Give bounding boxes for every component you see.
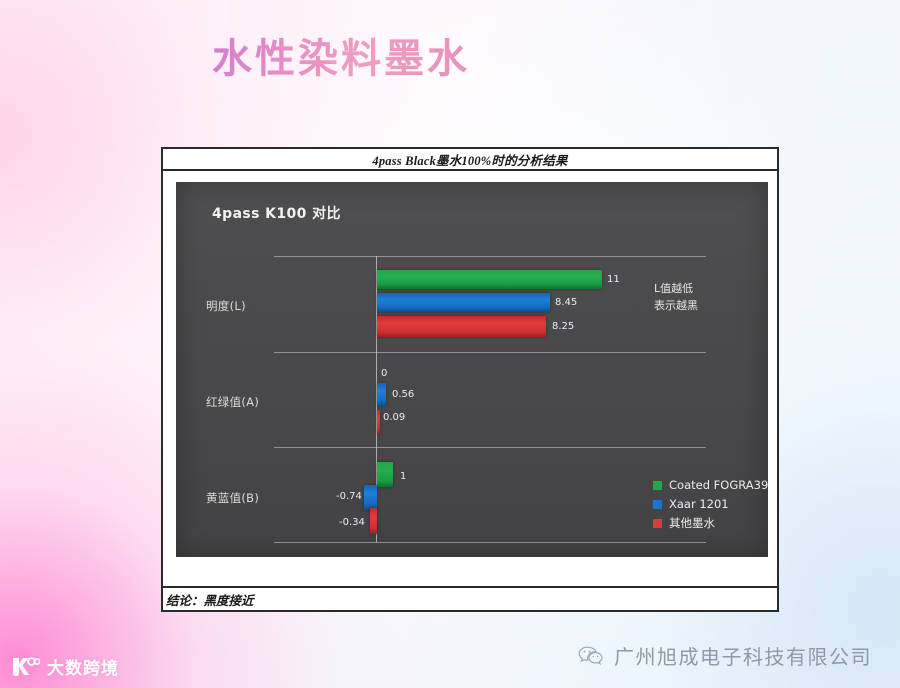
- legend-swatch-red-icon: [653, 518, 662, 528]
- bar-B-other-ink: [370, 508, 377, 534]
- figure-frame: 4pass Black墨水100%时的分析结果 4pass K100 对比 明度…: [161, 147, 779, 612]
- chart-plot-area: 明度(L) 红绿值(A) 黄蓝值(B) 11 8.45 8.25 0 0.56 …: [176, 182, 768, 557]
- bar-value-B-other-ink: -0.34: [339, 517, 365, 528]
- brand-name: 大数跨境: [47, 659, 119, 679]
- chart-title: 4pass K100 对比: [212, 206, 341, 222]
- page-title: 水性染料墨水: [212, 36, 470, 82]
- chart-annotation-line1: L值越低: [654, 282, 694, 295]
- bar-value-L-other-ink: 8.25: [552, 321, 575, 332]
- bar-value-A-coated-fogra39: 0: [381, 368, 388, 379]
- bar-value-B-coated-fogra39: 1: [400, 471, 407, 482]
- bar-value-L-coated-fogra39: 11: [607, 274, 620, 285]
- legend-item-0: Coated FOGRA39: [653, 478, 768, 492]
- legend-item-1: Xaar 1201: [653, 497, 768, 511]
- category-label-0: 明度(L): [206, 299, 246, 313]
- category-separator-2: [274, 447, 706, 448]
- legend-swatch-blue-icon: [653, 499, 662, 509]
- bar-value-A-other-ink: 0.09: [383, 412, 406, 423]
- legend-item-2: 其他墨水: [653, 516, 768, 530]
- bar-A-other-ink: [377, 410, 380, 434]
- brand-watermark: 大数跨境: [10, 654, 119, 679]
- k-logo-icon: [10, 656, 41, 678]
- legend-label-0: Coated FOGRA39: [669, 478, 768, 492]
- category-label-1: 红绿值(A): [206, 395, 260, 409]
- company-footer: 广州旭成电子科技有限公司: [578, 641, 872, 670]
- category-separator-top: [274, 256, 706, 257]
- legend-label-2: 其他墨水: [669, 516, 715, 530]
- chart-legend: Coated FOGRA39 Xaar 1201 其他墨水: [653, 478, 768, 535]
- figure-caption: 4pass Black墨水100%时的分析结果: [372, 153, 568, 168]
- bar-L-other-ink: [377, 316, 546, 337]
- zero-axis-line: [376, 256, 377, 542]
- figure-caption-bar: 4pass Black墨水100%时的分析结果: [163, 149, 777, 171]
- category-separator-bottom: [274, 542, 706, 543]
- figure-footer-note: 结论：黑度接近: [166, 593, 254, 608]
- company-name: 广州旭成电子科技有限公司: [614, 645, 872, 669]
- chart-annotation: L值越低 表示越黑: [654, 280, 698, 314]
- category-separator-1: [274, 352, 706, 353]
- bar-value-B-xaar-1201: -0.74: [336, 491, 362, 502]
- figure-footer-bar: 结论：黑度接近: [163, 586, 777, 610]
- wechat-icon: [578, 645, 604, 667]
- chart-panel: 4pass K100 对比 明度(L) 红绿值(A) 黄蓝值(B) 11 8.4…: [176, 182, 768, 557]
- bar-B-xaar-1201: [364, 485, 377, 510]
- bar-B-coated-fogra39: [377, 462, 393, 487]
- legend-label-1: Xaar 1201: [669, 497, 729, 511]
- legend-swatch-green-icon: [653, 480, 662, 490]
- category-label-2: 黄蓝值(B): [206, 491, 260, 505]
- bar-value-A-xaar-1201: 0.56: [392, 389, 415, 400]
- bar-L-xaar-1201: [377, 293, 550, 312]
- chart-annotation-line2: 表示越黑: [654, 299, 698, 313]
- bar-A-xaar-1201: [377, 383, 386, 406]
- bar-value-L-xaar-1201: 8.45: [555, 297, 578, 308]
- bar-L-coated-fogra39: [377, 270, 602, 289]
